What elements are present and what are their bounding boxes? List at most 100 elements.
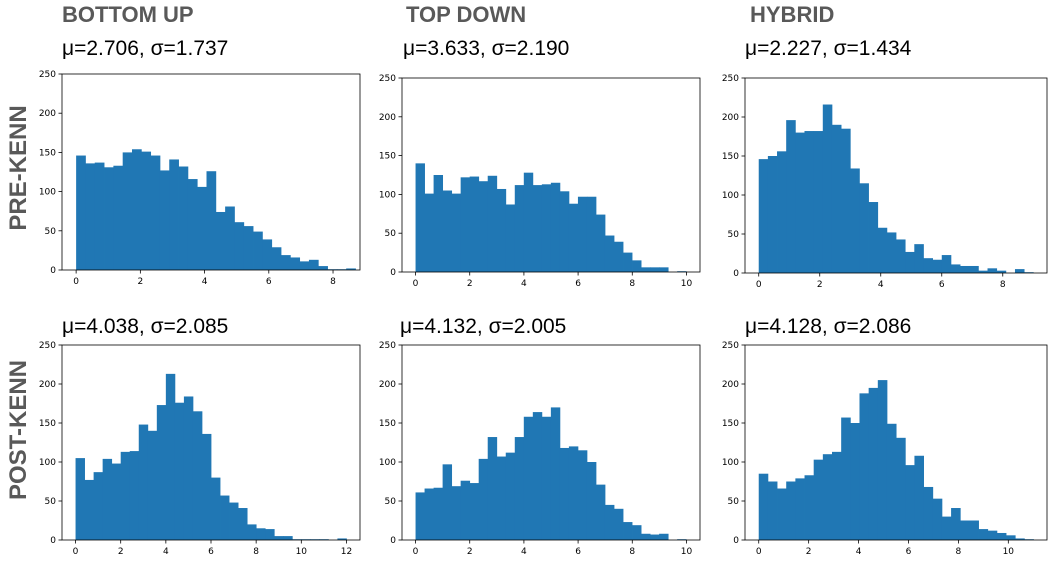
histogram-bar xyxy=(623,252,633,272)
histogram-bar xyxy=(659,267,669,272)
histogram-bar xyxy=(987,530,998,540)
y-tick-label: 50 xyxy=(728,230,740,240)
histogram-bar xyxy=(75,458,85,540)
x-tick-label: 4 xyxy=(521,547,527,557)
histogram-bar xyxy=(932,498,943,540)
histogram-bottom-up-pre-kenn: 0 2 4 6 8 0 50 100 150 200 250 xyxy=(39,70,361,287)
histogram-bar xyxy=(923,486,934,540)
x-tick-label: 8 xyxy=(253,547,259,557)
histogram-bar xyxy=(951,508,961,540)
histogram-bar xyxy=(346,268,356,270)
y-tick-label: 150 xyxy=(722,419,739,429)
x-tick-label: 2 xyxy=(467,279,473,289)
y-tick-label: 150 xyxy=(379,152,396,162)
histogram-bar xyxy=(478,458,489,540)
histogram-bar xyxy=(271,247,282,270)
histogram-bar xyxy=(859,393,870,540)
plot-frame xyxy=(401,77,701,273)
histogram-bar xyxy=(442,464,453,540)
histogram-bar xyxy=(941,255,952,273)
histogram-bar xyxy=(487,437,498,540)
histogram-bar xyxy=(868,387,879,540)
histogram-bar xyxy=(132,149,142,270)
histogram-bar xyxy=(577,450,588,540)
stat-label-top-down-pre: μ=3.633, σ=2.190 xyxy=(403,37,569,60)
histogram-bar xyxy=(299,261,310,270)
y-tick-label: 100 xyxy=(722,458,739,468)
histogram-bar xyxy=(841,417,851,540)
histogram-bar xyxy=(262,239,273,270)
histogram-bar xyxy=(1014,269,1025,273)
x-tick-label: 8 xyxy=(629,279,635,289)
histogram-bar xyxy=(758,473,769,540)
histogram-bar xyxy=(614,241,624,272)
x-tick-label: 2 xyxy=(118,547,124,557)
histogram-bar xyxy=(996,270,1007,273)
histogram-bar xyxy=(577,196,588,272)
y-tick-label: 0 xyxy=(390,536,396,546)
histogram-bar xyxy=(243,226,254,270)
stat-label-hybrid-post: μ=4.128, σ=2.086 xyxy=(745,315,911,338)
x-tick-label: 2 xyxy=(467,547,473,557)
histogram-bar xyxy=(950,264,961,273)
row-label-pre-kenn: PRE-KENN xyxy=(5,105,32,230)
plot-frame xyxy=(401,344,701,541)
histogram-bar xyxy=(415,163,425,272)
stat-label-bottom-up-pre: μ=2.706, σ=1.737 xyxy=(62,37,228,60)
histogram-bar xyxy=(996,532,1007,540)
y-tick-label: 50 xyxy=(45,227,57,237)
histogram-bar xyxy=(424,193,434,272)
histogram-bar xyxy=(641,267,651,272)
histogram-bar xyxy=(178,166,189,270)
x-tick-label: 0 xyxy=(73,547,79,557)
x-tick-label: 0 xyxy=(413,279,419,289)
histogram-bar xyxy=(138,424,149,540)
histogram-bar xyxy=(659,533,669,540)
y-tick-label: 100 xyxy=(39,188,56,198)
histogram-bar xyxy=(559,191,570,272)
histogram-bar xyxy=(150,155,161,270)
plot-frame xyxy=(61,73,361,271)
histogram-bar xyxy=(113,165,124,270)
histogram-bar xyxy=(868,202,879,273)
histogram-bar xyxy=(650,534,660,540)
histogram-bar xyxy=(120,451,131,540)
histogram-bar xyxy=(187,179,198,270)
x-tick-label: 8 xyxy=(629,547,635,557)
histogram-bar xyxy=(978,529,989,540)
histogram-bar xyxy=(969,265,979,273)
histogram-bar xyxy=(165,373,176,540)
histogram-bar xyxy=(550,182,561,272)
histogram-bar xyxy=(84,479,95,540)
histogram-bar xyxy=(192,411,203,540)
y-tick-label: 100 xyxy=(379,190,396,200)
x-tick-label: 4 xyxy=(521,279,527,289)
histogram-bar xyxy=(877,380,888,540)
y-tick-label: 100 xyxy=(379,458,396,468)
histogram-bar xyxy=(923,258,933,273)
histogram-bar xyxy=(987,268,998,273)
histogram-bar xyxy=(831,124,842,273)
column-title-hybrid: HYBRID xyxy=(750,2,834,27)
y-tick-label: 0 xyxy=(390,268,396,278)
histogram-bar xyxy=(641,533,651,540)
x-tick-label: 4 xyxy=(878,280,884,290)
x-tick-label: 6 xyxy=(575,547,581,557)
histogram-bar xyxy=(969,520,979,540)
x-tick-label: 6 xyxy=(939,280,945,290)
histogram-bar xyxy=(914,244,924,273)
histogram-bar xyxy=(604,504,615,540)
histogram-bar xyxy=(841,128,851,273)
histogram-bar xyxy=(234,222,245,270)
histogram-bar xyxy=(487,175,498,272)
histogram-bar xyxy=(265,529,275,540)
y-tick-label: 100 xyxy=(39,458,56,468)
histogram-bar xyxy=(978,270,988,273)
histogram-bar xyxy=(804,475,815,540)
histogram-bar xyxy=(1006,535,1016,540)
histogram-bar xyxy=(76,155,86,270)
histogram-bar xyxy=(813,131,824,273)
x-tick-label: 0 xyxy=(413,547,419,557)
stat-label-hybrid-pre: μ=2.227, σ=1.434 xyxy=(745,37,912,60)
plot-frame xyxy=(744,344,1048,541)
